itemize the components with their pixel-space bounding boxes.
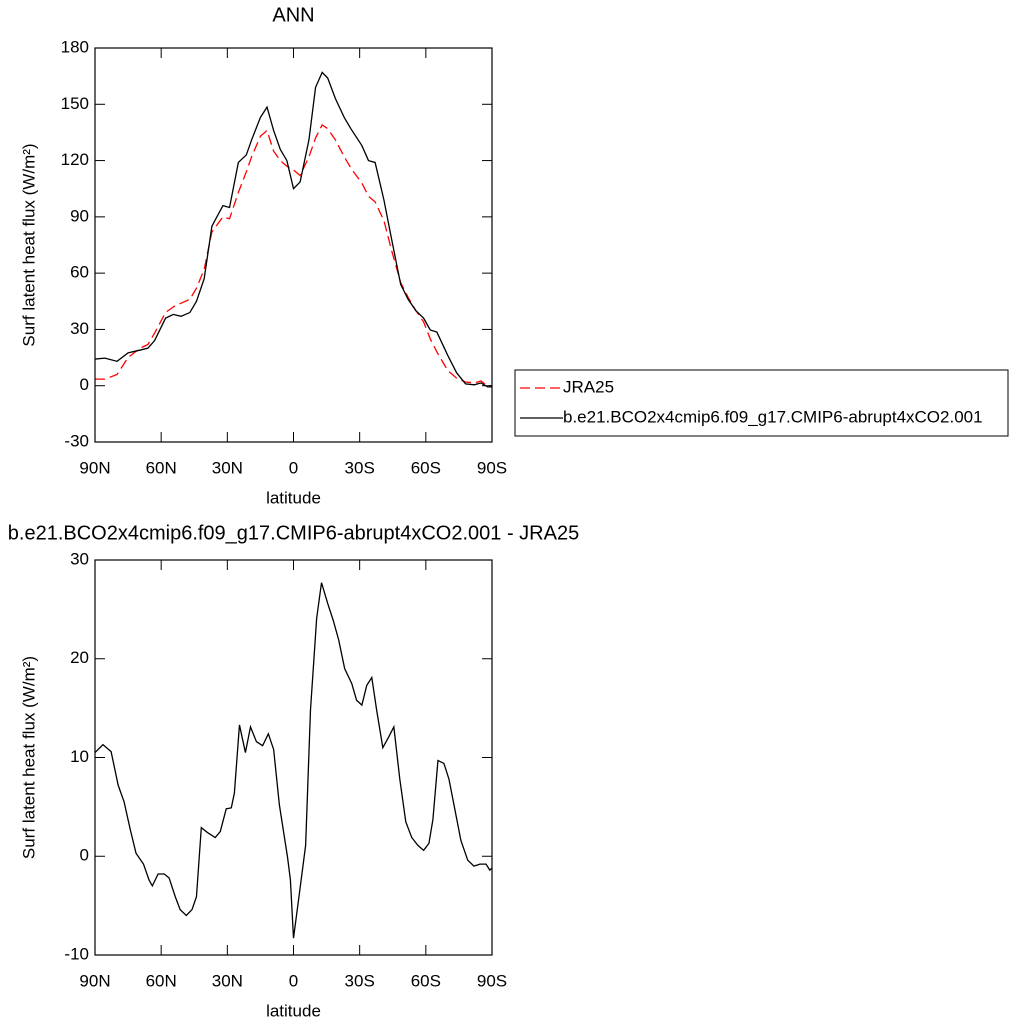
- y-tick-label: 0: [80, 375, 89, 394]
- x-tick-label: 60N: [146, 458, 177, 477]
- chart-title: ANN: [272, 4, 314, 26]
- x-tick-label: 30S: [345, 971, 375, 990]
- y-tick-label: 60: [70, 263, 89, 282]
- x-tick-label: 30N: [212, 971, 243, 990]
- x-tick-label: 30S: [345, 458, 375, 477]
- legend-label: b.e21.BCO2x4cmip6.f09_g17.CMIP6-abrupt4x…: [563, 407, 983, 426]
- y-axis-label: Surf latent heat flux (W/m²): [19, 143, 38, 346]
- y-tick-label: 30: [70, 319, 89, 338]
- data-line: [94, 71, 492, 388]
- x-tick-label: 30N: [212, 458, 243, 477]
- y-tick-label: 150: [61, 94, 89, 113]
- x-tick-label: 0: [289, 458, 298, 477]
- plot-frame: [94, 47, 493, 443]
- x-tick-label: 90S: [477, 971, 507, 990]
- x-tick-label: 90S: [477, 458, 507, 477]
- x-tick-label: 60N: [146, 971, 177, 990]
- y-tick-label: 10: [70, 747, 89, 766]
- data-line: [94, 582, 493, 939]
- y-tick-label: 30: [70, 549, 89, 568]
- x-axis-label: latitude: [266, 488, 321, 507]
- x-tick-label: 0: [289, 971, 298, 990]
- x-tick-label: 90N: [79, 971, 110, 990]
- y-axis-label: Surf latent heat flux (W/m²): [19, 656, 38, 859]
- y-tick-label: 20: [70, 648, 89, 667]
- plot-frame: [94, 559, 493, 956]
- x-axis-label: latitude: [266, 1001, 321, 1020]
- y-tick-label: -30: [64, 431, 89, 450]
- x-tick-label: 60S: [411, 458, 441, 477]
- legend-box: [514, 369, 1009, 437]
- y-tick-label: 0: [80, 846, 89, 865]
- data-line: [95, 123, 492, 387]
- y-tick-label: 120: [61, 150, 89, 169]
- x-tick-label: 90N: [79, 458, 110, 477]
- legend-label: JRA25: [563, 377, 614, 396]
- y-tick-label: 90: [70, 206, 89, 225]
- x-tick-label: 60S: [411, 971, 441, 990]
- chart-title: b.e21.BCO2x4cmip6.f09_g17.CMIP6-abrupt4x…: [8, 522, 579, 544]
- y-tick-label: -10: [64, 944, 89, 963]
- y-tick-label: 180: [61, 37, 89, 56]
